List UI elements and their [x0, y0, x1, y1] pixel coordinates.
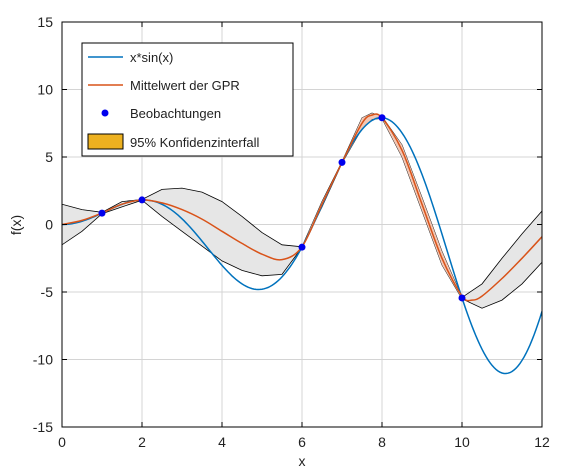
tick-marks	[61, 21, 543, 428]
x-tick-label: 8	[378, 434, 386, 450]
tick-labels: 0 2 4 6 8 10 12 -15 -10 -5 0 5 10 15	[33, 14, 550, 450]
x-tick-label: 12	[534, 434, 550, 450]
gpr-mean-line	[62, 113, 542, 302]
x-tick-label: 10	[454, 434, 470, 450]
y-tick-label: 5	[45, 149, 53, 165]
observation-point	[138, 196, 146, 204]
legend-entry-gpr-mean: Mittelwert der GPR	[130, 78, 240, 93]
legend-entry-true-function: x*sin(x)	[130, 50, 173, 65]
observation-point	[298, 243, 306, 251]
x-tick-label: 4	[218, 434, 226, 450]
observation-point	[98, 209, 106, 217]
observation-point	[378, 114, 386, 122]
observation-point	[458, 294, 466, 302]
legend-swatch-confidence	[87, 133, 124, 150]
y-tick-label: -5	[41, 284, 54, 300]
y-axis-label: f(x)	[8, 215, 24, 235]
legend-marker-observations	[101, 109, 109, 117]
legend: x*sin(x) Mittelwert der GPR Beobachtunge…	[81, 42, 294, 157]
x-tick-label: 0	[58, 434, 66, 450]
y-tick-label: -10	[33, 352, 53, 368]
x-axis-label: x	[299, 453, 306, 466]
x-tick-label: 6	[298, 434, 306, 450]
legend-entry-observations: Beobachtungen	[130, 106, 221, 121]
observation-point	[338, 158, 346, 166]
confidence-band-outside	[62, 112, 542, 309]
x-tick-label: 2	[138, 434, 146, 450]
y-tick-label: 0	[45, 217, 53, 233]
y-tick-label: 10	[37, 82, 53, 98]
plot-area	[62, 112, 542, 375]
y-tick-label: -15	[33, 419, 53, 435]
y-tick-label: 15	[37, 14, 53, 30]
legend-entry-confidence: 95% Konfidenzinterfall	[130, 135, 259, 150]
